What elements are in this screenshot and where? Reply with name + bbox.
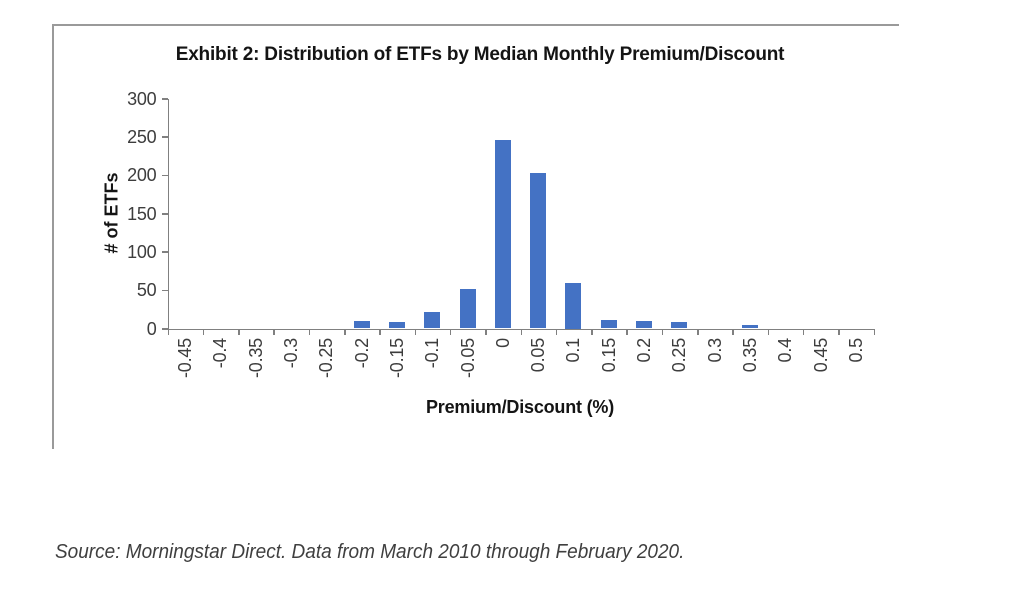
- x-tick-label: 0.1: [563, 337, 584, 362]
- figure-frame-left-border: [52, 24, 54, 449]
- x-tick-mark: [555, 328, 558, 335]
- x-tick-mark: [520, 328, 522, 335]
- y-tick-label: 0: [146, 318, 157, 339]
- y-tick-mark: [161, 328, 168, 330]
- chart-title: Exhibit 2: Distribution of ETFs by Media…: [175, 44, 785, 65]
- x-tick-label: 0.45: [810, 337, 831, 372]
- y-tick-label: 100: [127, 241, 157, 262]
- x-tick-label: 0.15: [598, 337, 619, 372]
- bar: [671, 322, 688, 329]
- x-tick-mark: [732, 328, 734, 335]
- x-tick-label: 0.4: [775, 337, 796, 362]
- x-tick-mark: [873, 328, 875, 335]
- x-tick-mark: [591, 328, 593, 335]
- x-tick-mark: [167, 328, 169, 335]
- x-tick-label: -0.35: [245, 337, 266, 378]
- x-tick-label: 0.25: [669, 337, 690, 372]
- y-tick-mark: [161, 213, 168, 215]
- x-tick-label: -0.45: [175, 337, 196, 378]
- x-tick-label: 0.2: [634, 337, 655, 362]
- bar: [565, 282, 582, 329]
- x-tick-mark: [767, 328, 770, 335]
- bar: [388, 322, 405, 329]
- x-tick-label: -0.1: [422, 337, 443, 368]
- y-axis-line: [167, 98, 169, 329]
- x-tick-label: -0.05: [457, 337, 478, 378]
- x-tick-label: -0.15: [386, 337, 407, 378]
- x-axis-title: Premium/Discount (%): [425, 397, 615, 417]
- y-tick-label: 250: [127, 126, 157, 147]
- bar: [459, 288, 476, 329]
- x-tick-mark: [485, 328, 487, 335]
- x-tick-mark: [308, 328, 311, 335]
- y-tick-mark: [161, 136, 168, 138]
- x-tick-label: -0.2: [351, 337, 372, 368]
- x-tick-mark: [802, 328, 805, 335]
- y-tick-label: 150: [127, 203, 157, 224]
- y-tick-label: 200: [127, 165, 157, 186]
- x-tick-mark: [449, 328, 452, 335]
- y-tick-mark: [161, 251, 168, 253]
- x-tick-mark: [661, 328, 664, 335]
- bar: [600, 320, 617, 329]
- bar: [741, 325, 758, 329]
- x-tick-mark: [697, 328, 699, 335]
- x-tick-label: 0: [492, 337, 513, 348]
- y-axis-title: # of ETFs: [101, 172, 122, 254]
- y-tick-mark: [161, 98, 168, 100]
- x-tick-label: 0.5: [845, 337, 866, 362]
- y-tick-label: 300: [127, 88, 157, 109]
- figure-frame-top-border: [52, 24, 899, 26]
- x-tick-label: -0.25: [316, 337, 337, 378]
- x-tick-label: 0.35: [739, 337, 760, 372]
- x-tick-label: -0.3: [281, 337, 302, 368]
- x-tick-label: 0.3: [704, 337, 725, 362]
- bar: [424, 312, 441, 329]
- y-tick-mark: [161, 289, 168, 292]
- x-tick-label: 0.05: [528, 337, 549, 372]
- x-tick-mark: [273, 328, 275, 335]
- y-tick-label: 50: [136, 280, 157, 301]
- x-tick-label: -0.4: [210, 337, 231, 368]
- bar: [353, 320, 370, 329]
- x-tick-mark: [344, 328, 346, 335]
- x-tick-mark: [238, 328, 240, 335]
- bar: [530, 172, 547, 329]
- x-tick-mark: [626, 328, 628, 335]
- source-note: Source: Morningstar Direct. Data from Ma…: [55, 541, 685, 563]
- y-tick-mark: [161, 174, 168, 177]
- x-tick-mark: [379, 328, 381, 335]
- bar: [636, 320, 653, 329]
- x-tick-mark: [202, 328, 205, 335]
- bar: [494, 139, 511, 329]
- x-tick-mark: [838, 328, 840, 335]
- x-tick-mark: [414, 328, 417, 335]
